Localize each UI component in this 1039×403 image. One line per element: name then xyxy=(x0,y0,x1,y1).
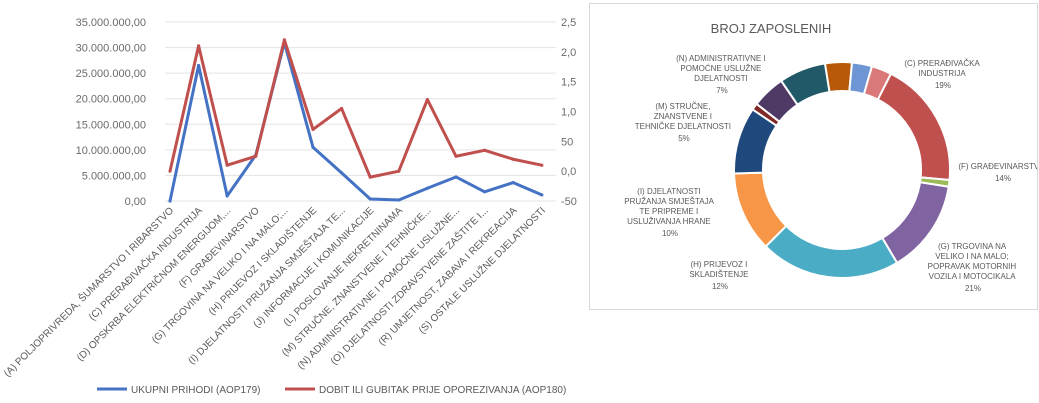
donut-chart-panel: BROJ ZAPOSLENIH (C) PRERAĐIVAČKA INDUSTR… xyxy=(589,3,1038,310)
y-right-tick: 0,0 xyxy=(561,166,576,178)
data-point xyxy=(311,127,315,131)
data-point xyxy=(397,169,401,173)
data-point xyxy=(197,44,201,48)
donut-labels: (C) PRERAĐIVAČKA INDUSTRIJA 19% (F) GRAĐ… xyxy=(624,54,1037,293)
data-point xyxy=(454,175,458,179)
y-left-tick: 30.000.000,00 xyxy=(76,43,146,55)
data-point xyxy=(168,199,172,203)
slice-label-h: (H) PRIJEVOZ I SKLADIŠTENJE 12% xyxy=(689,260,750,291)
slice-label-f: (F) GRAĐEVINARSTVO 14% xyxy=(958,162,1037,183)
y-left-tick: 20.000.000,00 xyxy=(76,94,146,106)
y-right-tick: -50 xyxy=(561,196,577,208)
data-point xyxy=(197,63,201,68)
series-line-1 xyxy=(168,38,543,179)
y-right-tick: 2,0 xyxy=(561,47,576,59)
data-point xyxy=(225,194,229,198)
category-labels: (A) POLJOPRIVREDA, ŠUMARSTVO I RIBARSTVO… xyxy=(1,204,548,380)
data-point xyxy=(254,154,258,158)
data-point xyxy=(225,163,229,167)
slice-label-c: (C) PRERAĐIVAČKA INDUSTRIJA 19% xyxy=(904,59,981,90)
data-point xyxy=(368,175,372,179)
donut-chart: BROJ ZAPOSLENIH (C) PRERAĐIVAČKA INDUSTR… xyxy=(624,21,1037,293)
data-point xyxy=(168,169,172,173)
y-left-tick: 35.000.000,00 xyxy=(76,17,146,29)
series-lines xyxy=(168,38,544,203)
data-point xyxy=(454,154,458,158)
y-left-tick: 0,00 xyxy=(125,196,146,208)
data-point xyxy=(425,97,429,102)
data-point xyxy=(311,145,315,149)
data-point xyxy=(397,198,401,202)
legend-label-dobit: DOBIT ILI GUBITAK PRIJE OPOREZIVANJA (AO… xyxy=(319,385,566,396)
donut-slice xyxy=(823,61,854,94)
data-point xyxy=(483,190,487,194)
y-right-tick: 1,0 xyxy=(561,107,576,119)
data-point xyxy=(483,148,487,152)
y-right-tick: 1,5 xyxy=(561,77,576,89)
data-point xyxy=(425,186,429,190)
data-point xyxy=(340,171,344,175)
data-point xyxy=(540,163,544,167)
line-chart: 0,00 5.000.000,00 10.000.000,00 15.000.000,… xyxy=(1,17,577,396)
y-left-tick: 25.000.000,00 xyxy=(76,68,146,80)
y-right-tick: 2,5 xyxy=(561,17,576,29)
data-point xyxy=(368,197,372,201)
data-point xyxy=(340,106,344,111)
slice-label-i: (I) DJELATNOSTI PRUŽANJA SMJEŠTAJA TE PR… xyxy=(624,187,715,238)
y-right-tick: 50 xyxy=(561,136,573,148)
donut-slice xyxy=(764,224,899,279)
y-left-tick: 15.000.000,00 xyxy=(76,119,146,131)
data-point xyxy=(282,38,286,42)
legend-label-prihodi: UKUPNI PRIHODI (AOP179) xyxy=(131,385,260,396)
slice-label-n: (N) ADMINISTRATIVNE I POMOĆNE USLUŽNE DJ… xyxy=(676,54,768,95)
donut-title: BROJ ZAPOSLENIH xyxy=(711,21,832,36)
data-point xyxy=(540,193,544,197)
y-left-tick: 10.000.000,00 xyxy=(76,145,146,157)
slice-label-m: (M) STRUČNE, ZNANSTVENE I TEHNIČKE DJELA… xyxy=(635,102,734,143)
y-left-tick: 5.000.000,00 xyxy=(82,170,146,182)
legend: UKUPNI PRIHODI (AOP179) DOBIT ILI GUBITA… xyxy=(97,385,566,396)
series-line-0 xyxy=(168,40,543,202)
data-point xyxy=(511,180,515,185)
left-axis-ticks: 0,00 5.000.000,00 10.000.000,00 15.000.000,… xyxy=(76,17,146,208)
slice-label-g: (G) TRGOVINA NA VELIKO I NA MALO; POPRAV… xyxy=(928,242,1019,293)
donut-slice xyxy=(862,65,893,101)
data-point xyxy=(511,157,515,161)
right-axis-ticks: -50 0,0 50 1,0 1,5 2,0 2,5 xyxy=(561,17,577,208)
donut-ring xyxy=(733,61,951,279)
